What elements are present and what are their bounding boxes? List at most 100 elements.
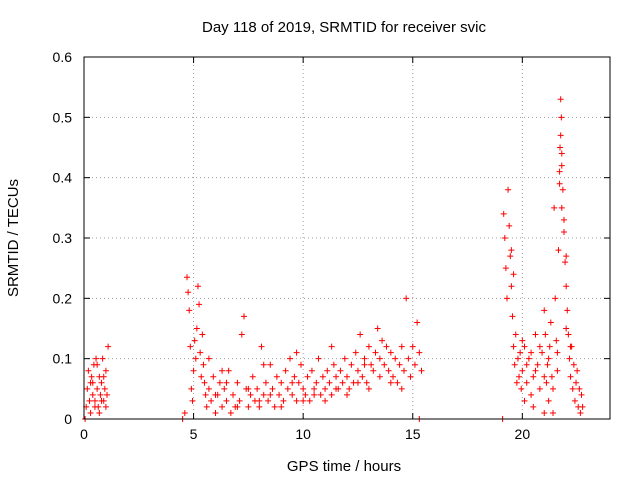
- data-point: [337, 367, 344, 374]
- data-point: [557, 132, 564, 139]
- data-point: [212, 409, 219, 416]
- data-point: [553, 337, 560, 344]
- data-point: [521, 343, 528, 350]
- data-point: [100, 373, 107, 380]
- data-point: [219, 403, 226, 410]
- data-point: [192, 355, 199, 362]
- data-point: [84, 385, 91, 392]
- data-point: [548, 373, 555, 380]
- data-point: [234, 403, 241, 410]
- data-point: [289, 379, 296, 386]
- data-point: [282, 367, 289, 374]
- data-point: [249, 373, 256, 380]
- data-point: [370, 367, 377, 374]
- data-point: [240, 313, 247, 320]
- data-point: [88, 373, 95, 380]
- data-point: [102, 367, 109, 374]
- data-points: [82, 96, 586, 422]
- data-point: [532, 367, 539, 374]
- data-point: [203, 403, 210, 410]
- data-point: [557, 144, 564, 151]
- data-point: [289, 391, 296, 398]
- data-point: [297, 361, 304, 368]
- data-point: [509, 313, 516, 320]
- data-point: [271, 403, 278, 410]
- data-point: [322, 385, 329, 392]
- data-point: [523, 379, 530, 386]
- data-point: [344, 373, 350, 380]
- y-tick-label: 0.5: [53, 109, 73, 125]
- data-point: [541, 373, 548, 380]
- data-point: [202, 391, 209, 398]
- data-point: [411, 361, 418, 368]
- data-point: [557, 96, 564, 103]
- data-point: [542, 331, 549, 338]
- data-point: [379, 337, 386, 344]
- data-point: [551, 204, 558, 211]
- data-point: [328, 391, 335, 398]
- data-point: [267, 391, 274, 398]
- data-point: [326, 379, 333, 386]
- data-point: [571, 397, 578, 404]
- data-point: [216, 379, 223, 386]
- data-point: [191, 337, 198, 344]
- data-point: [187, 343, 194, 350]
- data-point: [267, 361, 274, 368]
- data-point: [328, 343, 335, 350]
- data-point: [205, 355, 212, 362]
- data-point: [304, 373, 311, 380]
- data-point: [383, 343, 390, 350]
- data-point: [348, 361, 355, 368]
- data-point: [558, 150, 565, 157]
- data-point: [276, 391, 283, 398]
- data-point: [295, 379, 302, 386]
- data-point: [93, 355, 100, 362]
- data-point: [189, 397, 196, 404]
- data-point: [513, 379, 520, 386]
- y-tick-label: 0.1: [53, 351, 73, 367]
- data-point: [519, 367, 526, 374]
- data-point: [545, 355, 552, 362]
- data-point: [346, 385, 353, 392]
- data-point: [354, 379, 361, 386]
- data-point: [341, 355, 348, 362]
- data-point: [556, 168, 563, 175]
- data-point: [546, 343, 553, 350]
- data-point: [311, 385, 318, 392]
- data-point: [567, 373, 574, 380]
- data-point: [212, 391, 219, 398]
- data-point: [503, 295, 510, 302]
- data-point: [400, 367, 407, 374]
- data-point: [559, 186, 566, 193]
- data-point: [300, 397, 307, 404]
- data-point: [186, 307, 193, 314]
- data-point: [221, 385, 228, 392]
- data-point: [405, 355, 412, 362]
- data-point: [505, 186, 512, 193]
- data-point: [368, 361, 375, 368]
- data-point: [510, 343, 517, 350]
- data-point: [536, 343, 543, 350]
- data-point: [194, 283, 201, 290]
- data-point: [278, 379, 285, 386]
- data-point: [306, 397, 313, 404]
- data-point: [89, 379, 96, 386]
- data-point: [407, 373, 414, 380]
- data-point: [352, 349, 359, 356]
- data-point: [390, 373, 397, 380]
- data-point: [577, 409, 584, 416]
- data-point: [528, 391, 535, 398]
- data-point: [101, 385, 108, 392]
- data-point: [265, 397, 272, 404]
- data-point: [567, 343, 574, 350]
- data-point: [518, 385, 525, 392]
- axis-ticks: 0 0.1 0.2 0.3 0.4 0.5 0.6 0 5 10 15 20: [53, 49, 610, 442]
- data-point: [258, 343, 265, 350]
- data-point: [105, 343, 112, 350]
- x-tick-label: 15: [405, 426, 421, 442]
- data-point: [269, 385, 276, 392]
- data-point: [554, 367, 561, 374]
- data-point: [365, 385, 372, 392]
- data-point: [223, 379, 230, 386]
- data-point: [262, 379, 269, 386]
